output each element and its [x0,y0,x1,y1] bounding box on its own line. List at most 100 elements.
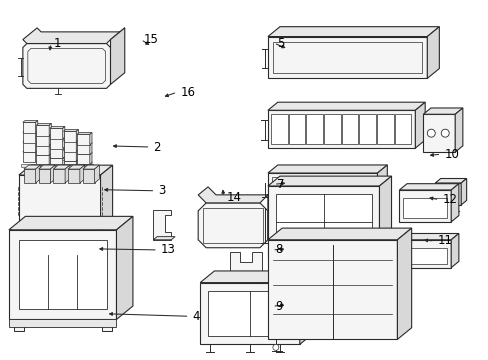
Polygon shape [198,187,277,203]
Polygon shape [23,121,38,122]
Polygon shape [63,139,78,141]
Polygon shape [377,165,386,205]
Polygon shape [62,146,65,158]
Polygon shape [399,184,458,190]
Polygon shape [36,154,49,165]
Polygon shape [460,179,466,205]
Polygon shape [272,41,422,73]
Polygon shape [76,159,78,171]
Polygon shape [39,165,55,169]
Polygon shape [50,165,55,183]
Polygon shape [53,169,65,183]
Polygon shape [50,146,65,148]
Polygon shape [423,108,462,114]
Polygon shape [24,169,36,183]
Polygon shape [63,151,76,161]
Polygon shape [399,234,458,240]
Polygon shape [36,165,41,183]
Text: 16: 16 [180,86,195,99]
Polygon shape [397,228,411,339]
Circle shape [272,345,278,350]
Polygon shape [77,163,90,174]
Polygon shape [90,152,92,164]
Polygon shape [399,240,450,268]
Polygon shape [23,44,110,88]
Polygon shape [110,28,124,84]
Polygon shape [23,152,36,162]
Polygon shape [203,208,263,243]
Polygon shape [68,218,80,224]
Text: 6: 6 [276,122,284,136]
Polygon shape [200,283,299,345]
Polygon shape [63,131,76,142]
Polygon shape [77,152,92,154]
Polygon shape [403,248,447,264]
Polygon shape [275,194,371,250]
Polygon shape [62,126,65,139]
Polygon shape [36,140,38,152]
Polygon shape [63,161,76,171]
Polygon shape [271,177,373,201]
Polygon shape [49,123,51,136]
Polygon shape [53,165,70,169]
Polygon shape [434,179,466,183]
Polygon shape [77,162,92,163]
Polygon shape [9,230,116,319]
Polygon shape [101,165,112,230]
Polygon shape [36,121,38,133]
Polygon shape [267,176,391,186]
Polygon shape [267,165,386,173]
Polygon shape [50,136,65,138]
Polygon shape [208,291,291,336]
Polygon shape [229,252,262,289]
Polygon shape [116,216,133,319]
Polygon shape [23,122,36,133]
Polygon shape [50,126,65,128]
Polygon shape [49,153,51,165]
Polygon shape [23,140,38,142]
Polygon shape [9,216,133,230]
Polygon shape [36,123,51,125]
Polygon shape [14,319,24,332]
Text: 2: 2 [153,140,161,153]
Circle shape [440,129,448,137]
Polygon shape [63,149,78,151]
Polygon shape [50,138,62,149]
Polygon shape [63,141,76,152]
Text: 12: 12 [442,193,456,206]
Polygon shape [450,234,458,268]
Polygon shape [77,154,90,164]
Polygon shape [403,198,447,218]
Polygon shape [9,319,116,328]
Text: 9: 9 [275,300,282,313]
Polygon shape [267,173,377,205]
Polygon shape [36,135,49,145]
Polygon shape [68,169,80,183]
Polygon shape [376,114,393,144]
Polygon shape [68,165,84,169]
Polygon shape [77,134,90,145]
Polygon shape [36,153,51,154]
Text: 10: 10 [444,148,458,161]
Polygon shape [379,176,391,258]
Polygon shape [427,27,438,78]
Polygon shape [80,165,84,183]
Polygon shape [49,143,51,155]
Polygon shape [267,228,411,240]
Text: 1: 1 [54,36,61,50]
Circle shape [427,129,434,137]
Polygon shape [153,237,175,240]
Polygon shape [323,114,340,144]
Text: 4: 4 [192,310,200,323]
Polygon shape [50,128,62,139]
Polygon shape [82,169,94,183]
Text: 14: 14 [226,191,241,204]
Polygon shape [450,184,458,222]
Polygon shape [50,148,62,158]
Polygon shape [23,142,36,152]
Polygon shape [102,319,111,332]
Polygon shape [77,144,90,154]
Polygon shape [24,218,36,224]
Polygon shape [23,132,36,143]
Polygon shape [229,285,267,289]
